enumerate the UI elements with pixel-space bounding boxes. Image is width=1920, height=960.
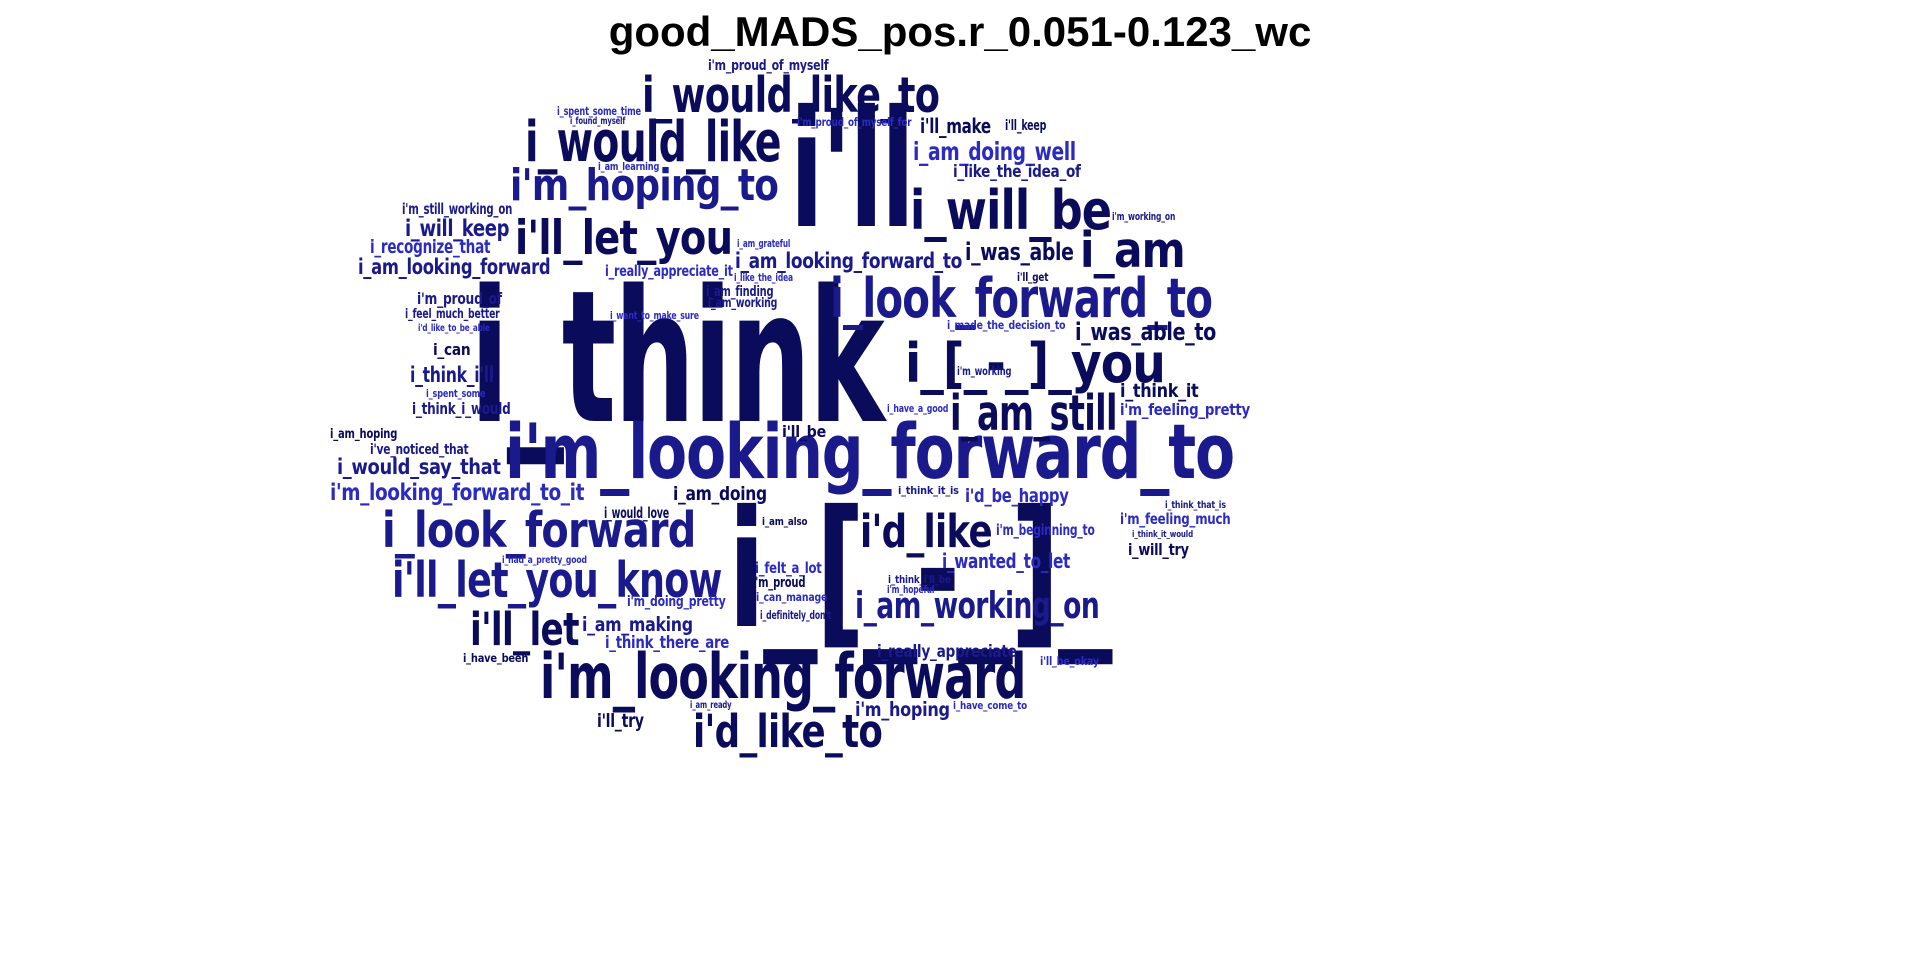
cloud-word-ill-keep: i'll_keep (1005, 118, 1047, 135)
cloud-word-im-feeling-pretty: i'm_feeling_pretty (1120, 400, 1250, 420)
cloud-word-i-can-manage: i_can_manage (756, 590, 828, 605)
cloud-word-i-am: i_am (1080, 223, 1186, 280)
cloud-word-i-am-finding: i_am_finding (706, 284, 774, 301)
cloud-word-im-beginning-to: i'm_beginning_to (996, 521, 1095, 540)
cloud-word-i-am-doing-well: i_am_doing_well (913, 136, 1076, 166)
cloud-word-i-am-working-on: i_am_working_on (855, 583, 1100, 627)
cloud-word-im-doing-pretty: i'm_doing_pretty (627, 594, 726, 611)
cloud-word-im-looking-forward-to-it: i'm_looking_forward_to_it (330, 479, 585, 506)
cloud-word-i-really-appreciate-it: i_really_appreciate_it (605, 262, 733, 281)
cloud-word-i-have-a-good: i_have_a_good (887, 402, 949, 416)
cloud-word-im-hoping-to: i'm_hoping_to (510, 161, 779, 212)
cloud-word-ill-be: i'll_be (782, 422, 826, 442)
cloud-word-ill-be-okay: i'll_be_okay (1040, 654, 1099, 669)
cloud-word-id-like-to: i'd_like_to (693, 705, 883, 759)
cloud-word-i-recognize-that: i_recognize_that (370, 236, 491, 258)
cloud-word-i-think-ill-be: i_think_i'll_be (888, 573, 951, 587)
cloud-word-i-think-it-is: i_think_it_is (898, 484, 959, 498)
cloud-word-i-am-ready: i_am_ready (690, 700, 732, 712)
cloud-word-id-like: i'd_like (860, 505, 993, 559)
cloud-word-im-proud-of: i'm_proud_of (417, 289, 502, 309)
cloud-word-im-working-on: i'm_working_on (1112, 210, 1176, 224)
cloud-word-i-felt-a-lot: i_felt_a_lot (755, 559, 822, 578)
cloud-word-ill-let: i'll_let (470, 603, 580, 657)
cloud-word-i: i_[_-_]_ (728, 477, 1113, 666)
cloud-word-i-like-the-idea-of: i_like_the_idea_of (953, 161, 1081, 182)
cloud-word-im-hopeful: i'm_hopeful (887, 583, 935, 597)
cloud-word-ill: i'll (790, 77, 915, 266)
cloud-word-i-had-a-pretty-good: i_had_a_pretty_good (502, 555, 587, 567)
cloud-word-i-am-doing: i_am_doing (673, 483, 767, 505)
cloud-word-i-think-that-is: i_think_that_is (1165, 500, 1226, 512)
cloud-word-i-would-say-that: i_would_say_that (337, 454, 501, 480)
cloud-word-im-proud-of-myself-for: i'm_proud_of_myself_for (797, 115, 912, 130)
cloud-word-i-will-try: i_will_try (1128, 540, 1189, 560)
cloud-word-i-was-able: i_was_able (965, 237, 1074, 266)
cloud-word-im-proud: i'm_proud (752, 575, 806, 592)
cloud-word-im-hoping: i'm_hoping (855, 697, 950, 721)
cloud-word-i-spent-some: i_spent_some (426, 387, 486, 401)
cloud-word-im-proud-of-myself: i'm_proud_of_myself (708, 58, 829, 75)
cloud-word-i-think-there-are: i_think_there_are (605, 632, 730, 653)
cloud-word-im-feeling-much: i'm_feeling_much (1120, 510, 1231, 529)
cloud-word-i-think-it-would: i_think_it_would (1132, 530, 1193, 541)
cloud-word-i-will-keep: i_will_keep (405, 215, 510, 242)
cloud-word-i-am-also: i_am_also (762, 515, 808, 529)
figure-title: good_MADS_pos.r_0.051-0.123_wc (608, 8, 1312, 55)
cloud-word-id-be-happy: i'd_be_happy (965, 485, 1069, 507)
cloud-word-i-found-myself: i_found_myself (570, 116, 626, 128)
cloud-word-ill-try: i'll_try (597, 710, 644, 732)
cloud-word-i-spent-some-time: i_spent_some_time (557, 104, 641, 119)
cloud-word-i-look-forward-to: i_look_forward_to (830, 266, 1213, 330)
cloud-word-i-think: i_think (470, 251, 885, 465)
cloud-word-i-you: i_[_-_]_you (905, 331, 1166, 395)
cloud-word-i-think-it: i_think_it (1120, 380, 1199, 402)
cloud-word-i-think-ill: i_think_i'll (410, 362, 494, 388)
cloud-word-id-like-to-be-able: i'd_like_to_be_able (418, 323, 490, 335)
cloud-word-i-am-still: i_am_still (950, 386, 1118, 443)
cloud-word-i-made-the-decision-to: i_made_the_decision_to (947, 318, 1066, 333)
cloud-word-i-feel-much-better: i_feel_much_better (405, 307, 500, 323)
cloud-word-i-definitely-dont: i_definitely_don't (760, 608, 832, 623)
cloud-word-i-have-come-to: i_have_come_to (953, 699, 1028, 713)
cloud-word-i-look-forward: i_look_forward (382, 503, 696, 560)
cloud-word-im-working: i'm_working (957, 364, 1012, 379)
cloud-word-i-am-making: i_am_making (582, 612, 693, 636)
cloud-word-i-am-looking-forward: i_am_looking_forward (358, 254, 551, 280)
cloud-word-i-would-like-to: i_would_like_to (642, 68, 940, 125)
cloud-word-i-am-working: i_am_working (708, 296, 778, 312)
cloud-word-i-am-hoping: i_am_hoping (330, 427, 398, 443)
cloud-word-i-will-be: i_will_be (910, 178, 1112, 242)
cloud-word-i-really-appreciate: i_really_appreciate (877, 641, 1017, 662)
cloud-word-im-still-working-on: i'm_still_working_on (402, 200, 513, 219)
cloud-word-im-looking-forward-to: i'm_looking_forward_to (505, 408, 1235, 497)
cloud-word-i-wanted-to-let: i_wanted_to_let (942, 548, 1071, 573)
cloud-word-i-like-the-idea: i_like_the_idea (734, 271, 793, 285)
cloud-word-ill-make: i'll_make (920, 113, 991, 138)
cloud-word-ill-get: i'll_get (1017, 270, 1049, 285)
cloud-word-ill-let-you: i'll_let_you (515, 211, 733, 267)
cloud-word-im-looking-forward: i'm_looking_forward (540, 640, 1026, 714)
cloud-word-i-want-to-make-sure: i_want_to_make_sure (610, 309, 699, 323)
cloud-word-ill-let-you-know: i'll_let_you_know (392, 553, 722, 610)
cloud-word-i-am-looking-forward-to: i_am_looking_forward_to (735, 248, 962, 274)
cloud-word-ive-noticed-that: i've_noticed_that (370, 442, 469, 459)
cloud-word-i-was-able-to: i_was_able_to (1075, 317, 1216, 346)
cloud-word-i-would-love: i_would_love (604, 504, 670, 523)
cloud-word-i-am-learning: i_am_learning (598, 160, 660, 174)
cloud-word-i-have-been: i_have_been (463, 651, 529, 666)
cloud-word-i-can: i_can (433, 340, 471, 360)
cloud-word-i-think-i-would: i_think_i_would (412, 399, 511, 419)
cloud-word-i-would-like: i_would_like (525, 109, 781, 175)
cloud-word-i-am-grateful: i_am_grateful (737, 237, 791, 251)
